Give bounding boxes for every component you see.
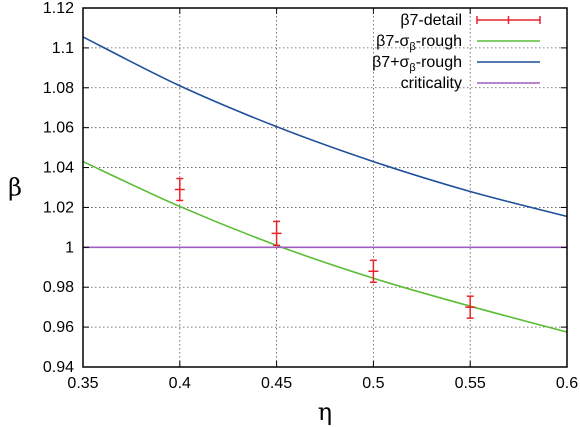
y-tick-label: 0.98 bbox=[43, 279, 74, 296]
plot-frame bbox=[82, 7, 568, 368]
legend: β7-detailβ7-σβ-roughβ7+σβ-roughcriticali… bbox=[372, 12, 541, 92]
legend-entry: β7+σβ-rough bbox=[372, 54, 540, 74]
legend-label: β7+σβ-rough bbox=[372, 54, 462, 74]
y-tick-label: 1.1 bbox=[52, 40, 74, 57]
y-tick-label: 1.04 bbox=[43, 160, 74, 177]
x-tick-label: 0.6 bbox=[556, 375, 578, 392]
series-line bbox=[82, 160, 568, 333]
x-tick-label: 0.35 bbox=[67, 375, 98, 392]
y-tick-label: 1.08 bbox=[43, 80, 74, 97]
error-bar-point bbox=[174, 177, 185, 202]
legend-label-part: β7-detail bbox=[400, 12, 462, 29]
error-bar-point bbox=[271, 220, 282, 247]
y-axis-label: β bbox=[8, 174, 22, 202]
legend-label-part: -rough bbox=[416, 54, 462, 71]
y-tick-label: 0.94 bbox=[43, 359, 74, 376]
y-tick-label: 1.12 bbox=[43, 0, 74, 17]
x-tick-label: 0.55 bbox=[455, 375, 486, 392]
y-tick-label: 1.06 bbox=[43, 120, 74, 137]
error-bar-point bbox=[465, 295, 476, 319]
x-axis-label: η bbox=[318, 398, 332, 426]
legend-label: criticality bbox=[401, 75, 462, 92]
legend-entry: criticality bbox=[401, 75, 540, 92]
legend-label-part: β bbox=[409, 41, 415, 53]
legend-label: β7-σβ-rough bbox=[376, 33, 462, 53]
y-tick-label: 0.96 bbox=[43, 319, 74, 336]
legend-label-part: β7-σ bbox=[376, 33, 409, 50]
legend-label: β7-detail bbox=[400, 12, 462, 29]
y-tick-label: 1.02 bbox=[43, 199, 74, 216]
legend-entry: β7-detail bbox=[400, 12, 541, 29]
ticks: 0.35 0.4 0.45 0.5 0.55 0.6 0.94 0.96 0.98 1 1.02 1.… bbox=[43, 0, 578, 392]
x-tick-label: 0.5 bbox=[362, 375, 384, 392]
x-tick-label: 0.45 bbox=[261, 375, 292, 392]
legend-entry: β7-σβ-rough bbox=[376, 33, 540, 53]
x-tick-label: 0.4 bbox=[169, 375, 191, 392]
legend-label-part: criticality bbox=[401, 75, 462, 92]
legend-label-part: -rough bbox=[416, 33, 462, 50]
y-tick-label: 1 bbox=[65, 239, 74, 256]
legend-label-part: β bbox=[409, 62, 415, 74]
series-line bbox=[82, 36, 568, 218]
plot-data bbox=[82, 36, 568, 333]
error-bar-point bbox=[368, 259, 379, 283]
legend-label-part: β7+σ bbox=[372, 54, 409, 71]
